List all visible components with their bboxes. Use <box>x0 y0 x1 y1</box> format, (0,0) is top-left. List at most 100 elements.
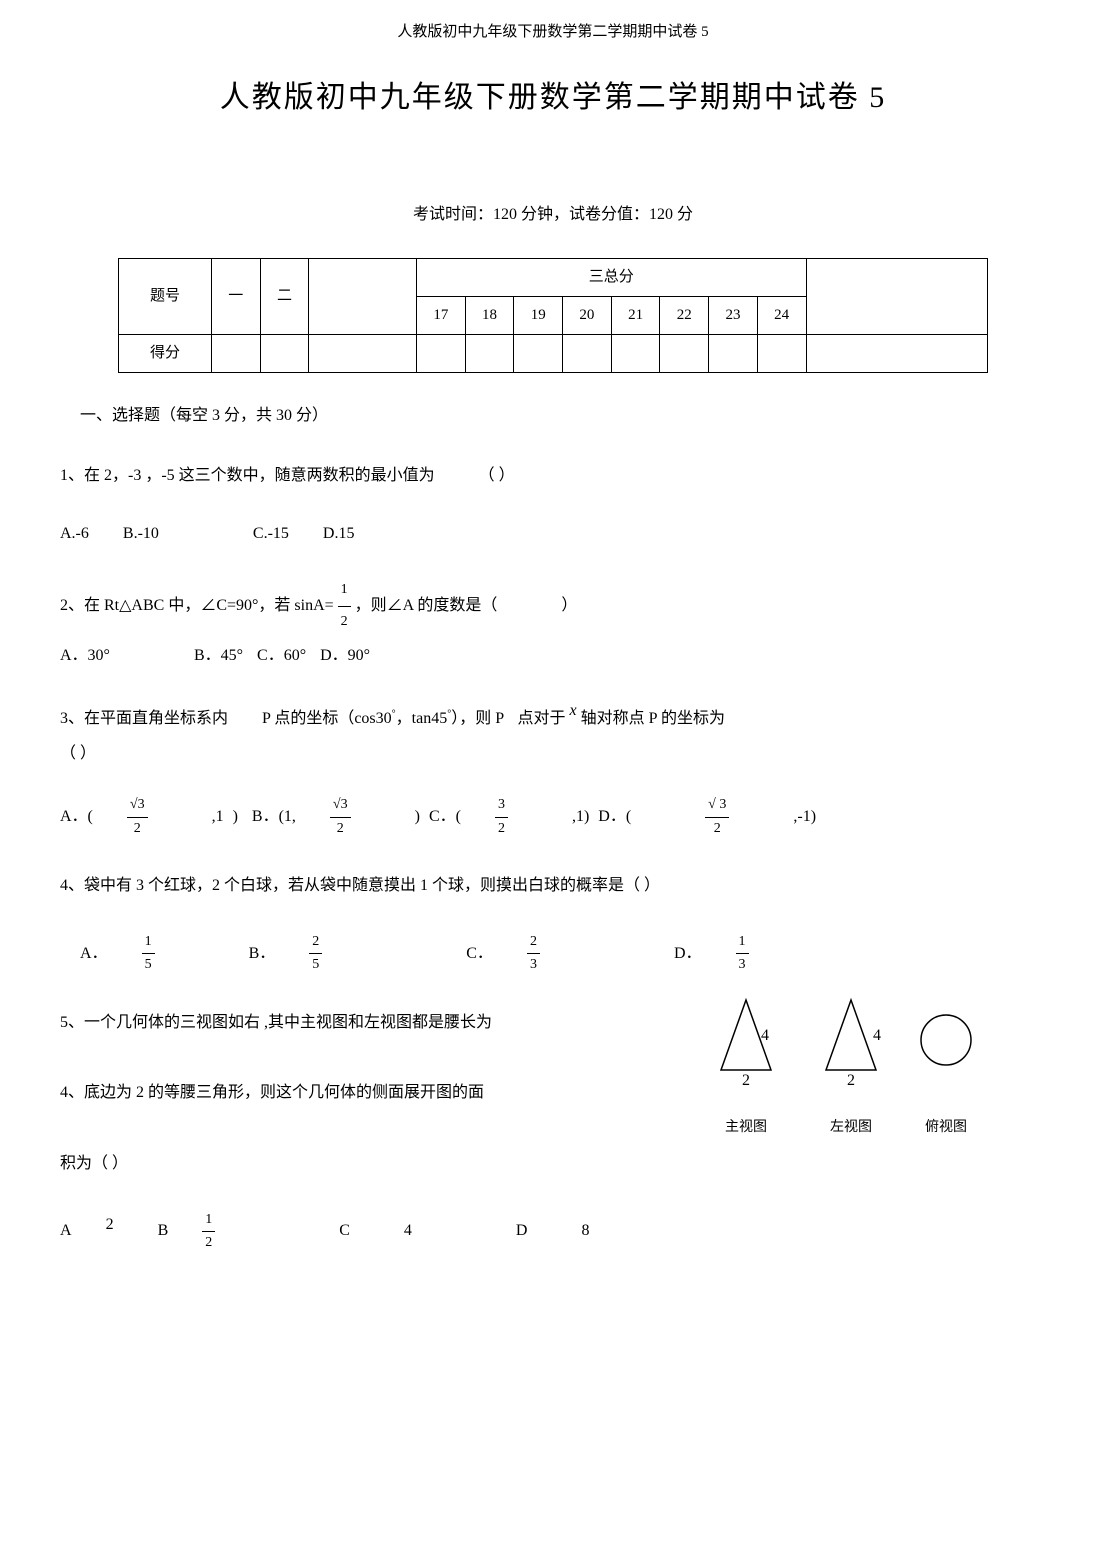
q4-text: 4、袋中有 3 个红球，2 个白球，若从袋中随意摸出 1 个球，则摸出白球的概率… <box>60 877 660 894</box>
q3-optB-den: 2 <box>330 818 351 840</box>
q4-optA-num: 1 <box>142 931 155 954</box>
left-view-label: 左视图 <box>811 1113 891 1144</box>
left-view-leg: 4 <box>873 1027 881 1044</box>
score-table-cell <box>660 334 709 372</box>
score-table-one: 一 <box>211 258 260 334</box>
score-table-q22: 22 <box>660 296 709 334</box>
section1-title: 一、选择题（每空 3 分，共 30 分） <box>80 403 1046 429</box>
q3-text-b: P 点的坐标（cos30 <box>262 710 392 727</box>
q4-optD-label: D． <box>674 945 702 962</box>
main-view-label: 主视图 <box>706 1113 786 1144</box>
q4-optA-frac: 1 5 <box>142 931 185 977</box>
q4-options: A． 1 5 B． 2 5 C． 2 3 D． 1 3 <box>80 931 1046 977</box>
question-3: 3、在平面直角坐标系内 P 点的坐标（cos30°，tan45°），则 P 点对… <box>60 701 1046 771</box>
geometry-views: 4 2 主视图 4 2 左视图 俯视图 <box>706 995 976 1144</box>
q3-optC-b: ,1) <box>572 808 589 825</box>
q4-optD-num: 1 <box>736 931 749 954</box>
main-view-leg: 4 <box>761 1027 769 1044</box>
q1-paren: （ ） <box>479 467 515 484</box>
score-table-cell <box>211 334 260 372</box>
q4-optA-label: A． <box>80 945 108 962</box>
q3-text-a: 3、在平面直角坐标系内 <box>60 710 228 727</box>
q2-text-a: 2、在 Rt△ABC 中，∠C=90°，若 sinA= <box>60 597 334 614</box>
q3-optA-num: √3 <box>127 794 148 817</box>
score-table-q21: 21 <box>611 296 660 334</box>
q3-optD-a: D．( <box>598 808 631 825</box>
q1-text: 1、在 2，-3 ，-5 这三个数中，随意两数积的最小值为 <box>60 467 435 484</box>
q3-optA-b: ,1 <box>212 808 224 825</box>
q3-optA-c: ) <box>233 808 238 825</box>
q5-line1: 5、一个几何体的三视图如右 ,其中主视图和左视图都是腰长为 <box>60 1014 492 1031</box>
q5-optB-num: 1 <box>202 1209 215 1232</box>
q5-optD-val: 8 <box>581 1222 589 1239</box>
q3-text-e: 点对于 <box>518 710 566 727</box>
main-view: 4 2 主视图 <box>706 995 786 1144</box>
q4-optD-den: 3 <box>736 954 749 976</box>
q2-optB: B．45° <box>194 647 243 664</box>
q3-optD-b: ,-1) <box>793 808 816 825</box>
q5-optA-a: A <box>60 1222 72 1239</box>
q3-optD-num: √ 3 <box>705 794 729 817</box>
q3-optA-a: A．( <box>60 808 93 825</box>
q5-optB-den: 2 <box>202 1232 215 1254</box>
main-view-triangle-icon: 4 2 <box>706 995 786 1085</box>
score-table-cell <box>514 334 563 372</box>
q4-optC-num: 2 <box>527 931 540 954</box>
question-4: 4、袋中有 3 个红球，2 个白球，若从袋中随意摸出 1 个球，则摸出白球的概率… <box>60 868 1046 903</box>
q2-paren: ） <box>561 597 577 614</box>
q4-optB-num: 2 <box>309 931 322 954</box>
question-2: 2、在 Rt△ABC 中，∠C=90°，若 sinA= 1 2 ，则∠A 的度数… <box>60 575 1046 673</box>
q4-optA-den: 5 <box>142 954 155 976</box>
score-table-cell <box>611 334 660 372</box>
q2-frac: 1 2 <box>338 575 351 638</box>
q3-optB-frac: √3 2 <box>330 794 381 840</box>
q3-optA-den: 2 <box>127 818 148 840</box>
page-header: 人教版初中九年级下册数学第二学期期中试卷 5 <box>60 20 1046 44</box>
left-view-triangle-icon: 4 2 <box>811 995 891 1085</box>
q4-optC-den: 3 <box>527 954 540 976</box>
score-table-cell <box>563 334 612 372</box>
q4-optB-label: B． <box>249 945 276 962</box>
q5-optD-a: D <box>516 1222 528 1239</box>
top-view-label: 俯视图 <box>916 1113 976 1144</box>
score-table-two: 二 <box>260 258 309 334</box>
q3-optD-den: 2 <box>705 818 729 840</box>
score-table-blank-right <box>806 258 988 334</box>
q5-optC-val: 4 <box>404 1222 412 1239</box>
top-view: 俯视图 <box>916 995 976 1144</box>
score-table-three-total: 三总分 <box>417 258 807 296</box>
q3-optD-frac: √ 3 2 <box>705 794 759 840</box>
left-view-base: 2 <box>847 1072 855 1085</box>
q3-text-c: ，tan45 <box>396 710 448 727</box>
score-table-q23: 23 <box>709 296 758 334</box>
q4-optC-frac: 2 3 <box>527 931 570 977</box>
score-table-cell <box>260 334 309 372</box>
score-table-score-label: 得分 <box>119 334 212 372</box>
q4-optD-frac: 1 3 <box>736 931 779 977</box>
q1-optC: C.-15 <box>253 525 289 542</box>
q3-optC-num: 3 <box>495 794 508 817</box>
q3-optB-b: ) <box>415 808 420 825</box>
q5-line2: 4、底边为 2 的等腰三角形，则这个几何体的侧面展开图的面 <box>60 1084 484 1101</box>
score-table-q17: 17 <box>417 296 466 334</box>
score-table-q24: 24 <box>757 296 806 334</box>
main-view-base: 2 <box>742 1072 750 1085</box>
q2-text-b: ，则∠A 的度数是（ <box>355 597 498 614</box>
score-table-cell <box>309 334 417 372</box>
q5-optB-a: B <box>158 1222 169 1239</box>
top-view-circle-icon <box>916 995 976 1085</box>
q1-optB: B.-10 <box>123 525 159 542</box>
q2-optD: D．90° <box>320 647 370 664</box>
q3-optC-frac: 3 2 <box>495 794 538 840</box>
exam-info: 考试时间：120 分钟，试卷分值：120 分 <box>60 202 1046 228</box>
q2-frac-den: 2 <box>338 607 351 638</box>
score-table-q19: 19 <box>514 296 563 334</box>
score-table-q20: 20 <box>563 296 612 334</box>
q5-options: A 2 B 1 2 C 4 D 8 <box>60 1209 1046 1255</box>
score-table-q18: 18 <box>465 296 514 334</box>
q4-optC-label: C． <box>466 945 493 962</box>
q3-optB-num: √3 <box>330 794 351 817</box>
score-table-label: 题号 <box>119 258 212 334</box>
q4-optB-den: 5 <box>309 954 322 976</box>
q2-optC: C．60° <box>257 647 306 664</box>
